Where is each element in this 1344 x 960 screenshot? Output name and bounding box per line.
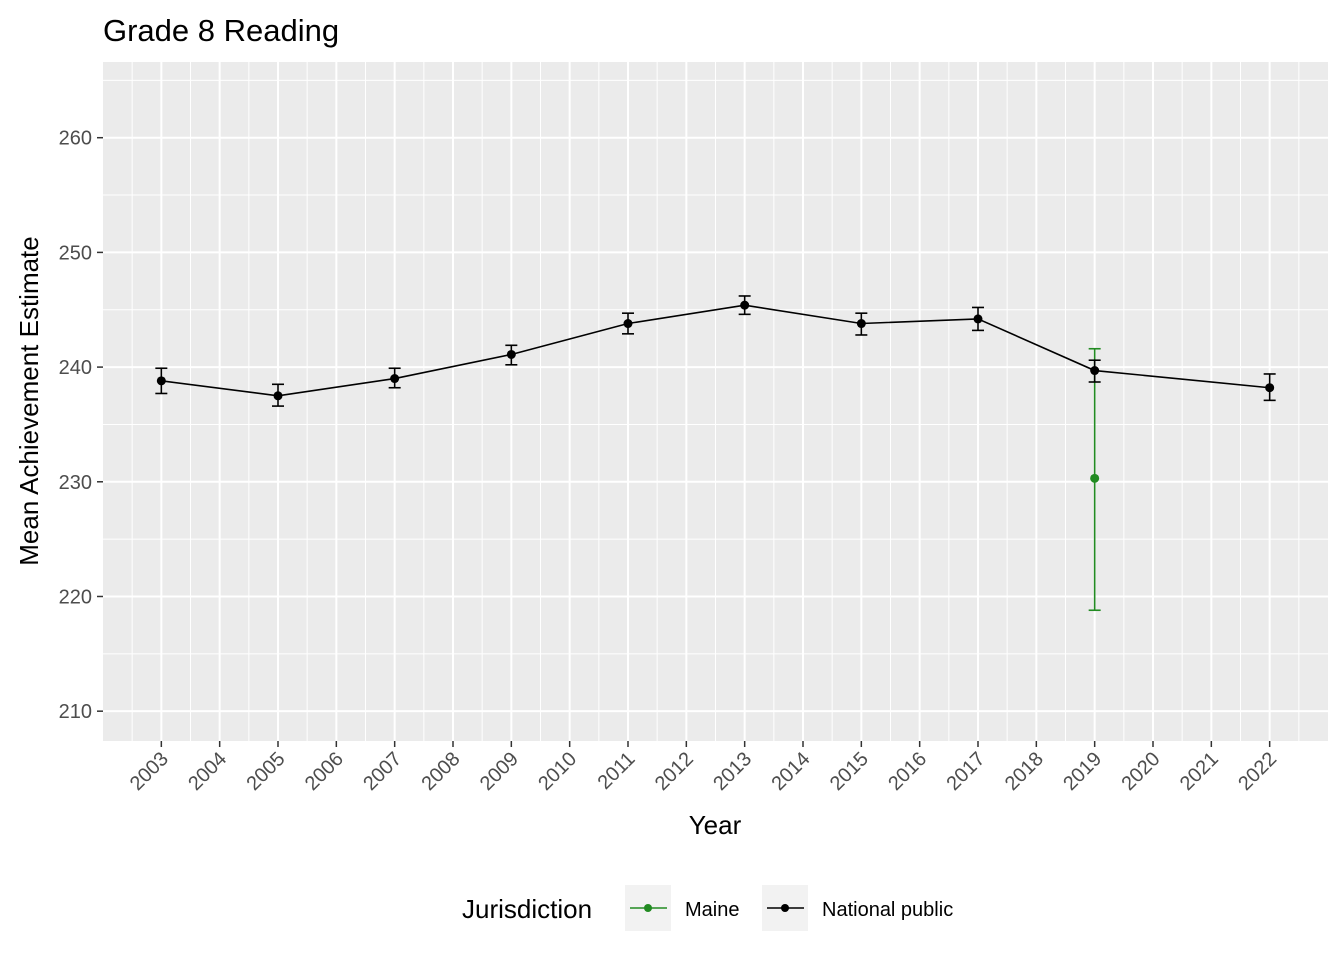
series-national-public: [155, 295, 1276, 407]
data-point-national-public: [973, 314, 983, 324]
x-tick-label: 2011: [594, 748, 640, 794]
x-tick-label: 2015: [826, 748, 873, 795]
legend: Jurisdiction Maine National public: [462, 885, 953, 931]
x-tick-label: 2007: [359, 748, 406, 795]
data-point-national-public: [623, 319, 633, 329]
y-tick-label: 240: [59, 357, 92, 379]
x-tick-label: 2012: [651, 748, 698, 795]
x-tick-label: 2008: [418, 748, 465, 795]
x-tick-label: 2004: [184, 748, 231, 795]
x-tick-label: 2013: [709, 748, 756, 795]
x-tick-label: 2018: [1001, 748, 1048, 795]
y-axis-title: Mean Achievement Estimate: [14, 236, 44, 566]
data-point-national-public: [273, 391, 283, 401]
x-tick-label: 2021: [1176, 748, 1223, 795]
x-tick-label: 2005: [243, 748, 290, 795]
data-point-national-public: [856, 319, 866, 329]
series-line-national-public: [161, 304, 1270, 397]
legend-key-maine-point: [644, 904, 652, 912]
data-point-national-public: [506, 349, 516, 359]
y-tick-label: 230: [59, 472, 92, 494]
x-tick-label: 2016: [884, 748, 931, 795]
y-tick-label: 250: [59, 242, 92, 264]
x-tick-label: 2017: [943, 748, 990, 795]
x-axis: 2003 2004 2005 2006 2007 2008 2009 2010 2011 2012…: [126, 741, 1281, 795]
data-point-maine: [1090, 473, 1100, 483]
y-axis: 210 220 230 240 250 260: [59, 128, 103, 723]
legend-key-national-public-point: [781, 904, 789, 912]
data-point-national-public: [156, 376, 166, 386]
x-tick-label: 2014: [768, 748, 815, 795]
x-axis-title: Year: [689, 810, 742, 840]
series-maine: [1088, 347, 1101, 612]
x-tick-label: 2006: [301, 748, 348, 795]
series-layer: [155, 295, 1276, 612]
x-tick-label: 2020: [1118, 748, 1165, 795]
legend-label-maine: Maine: [685, 899, 739, 921]
legend-title: Jurisdiction: [462, 894, 592, 924]
y-tick-label: 210: [59, 701, 92, 723]
grid-major: [103, 62, 1328, 741]
legend-label-national-public: National public: [822, 899, 953, 921]
x-tick-label: 2010: [534, 748, 581, 795]
data-point-national-public: [740, 300, 750, 310]
chart-title: Grade 8 Reading: [103, 13, 339, 48]
grid-minor: [103, 62, 1328, 741]
data-point-national-public: [1090, 366, 1100, 376]
x-tick-label: 2003: [126, 748, 173, 795]
y-tick-label: 220: [59, 586, 92, 608]
data-point-national-public: [1265, 383, 1275, 393]
data-point-national-public: [390, 374, 400, 384]
x-tick-label: 2022: [1234, 748, 1281, 795]
x-tick-label: 2019: [1059, 748, 1106, 795]
y-tick-label: 260: [59, 128, 92, 150]
x-tick-label: 2009: [476, 748, 523, 795]
